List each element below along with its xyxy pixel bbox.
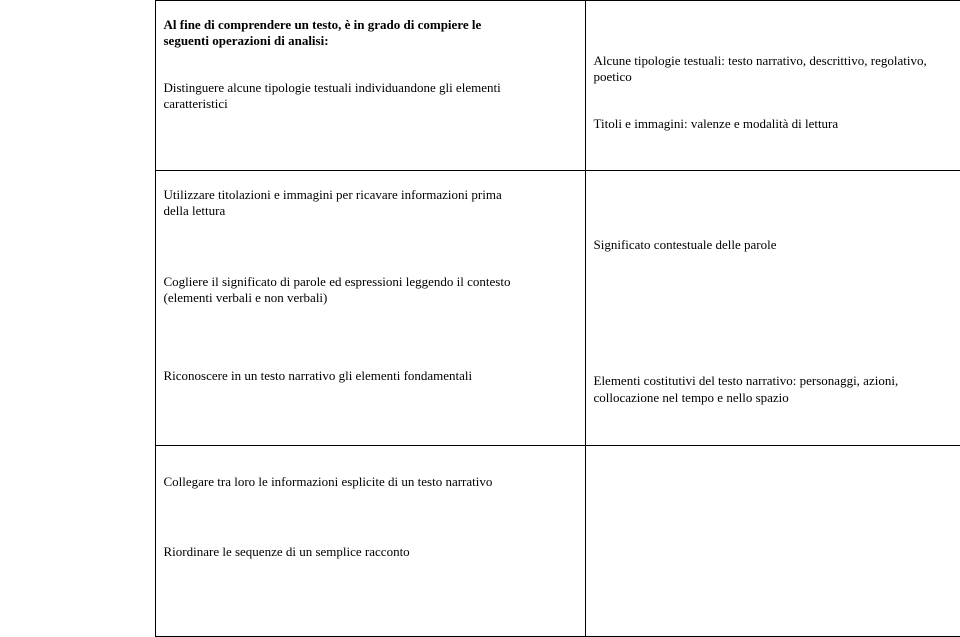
left-margin-cell <box>0 171 155 446</box>
content-cell: Alcune tipologie testuali: testo narrati… <box>585 1 960 171</box>
body-text: Collegare tra loro le informazioni espli… <box>164 474 493 489</box>
document-table: Al fine di comprendere un testo, è in gr… <box>0 0 960 637</box>
table-row: Al fine di comprendere un testo, è in gr… <box>0 1 960 171</box>
body-text: Titoli e immagini: valenze e modalità di… <box>594 116 839 131</box>
content-cell: Al fine di comprendere un testo, è in gr… <box>155 1 585 171</box>
body-text: Elementi costitutivi del testo narrativo… <box>594 373 899 404</box>
left-margin-cell <box>0 446 155 637</box>
table-row: Collegare tra loro le informazioni espli… <box>0 446 960 637</box>
body-text: Distinguere alcune tipologie testuali in… <box>164 80 501 95</box>
body-text: (elementi verbali e non verbali) <box>164 290 328 305</box>
body-text: della lettura <box>164 203 226 218</box>
body-text: Riconoscere in un testo narrativo gli el… <box>164 368 473 383</box>
body-text: Cogliere il significato di parole ed esp… <box>164 274 511 289</box>
content-cell: Utilizzare titolazioni e immagini per ri… <box>155 171 585 446</box>
body-text: Utilizzare titolazioni e immagini per ri… <box>164 187 502 202</box>
body-text: Significato contestuale delle parole <box>594 237 777 252</box>
table-row: Utilizzare titolazioni e immagini per ri… <box>0 171 960 446</box>
left-margin-cell <box>0 1 155 171</box>
content-cell <box>585 446 960 637</box>
content-cell: Significato contestuale delle parole Ele… <box>585 171 960 446</box>
body-text: caratteristici <box>164 96 228 111</box>
body-text: Alcune tipologie testuali: testo narrati… <box>594 53 927 84</box>
content-cell: Collegare tra loro le informazioni espli… <box>155 446 585 637</box>
body-text: Riordinare le sequenze di un semplice ra… <box>164 544 410 559</box>
heading-text: Al fine di comprendere un testo, è in gr… <box>164 17 482 32</box>
heading-text: seguenti operazioni di analisi: <box>164 33 329 48</box>
